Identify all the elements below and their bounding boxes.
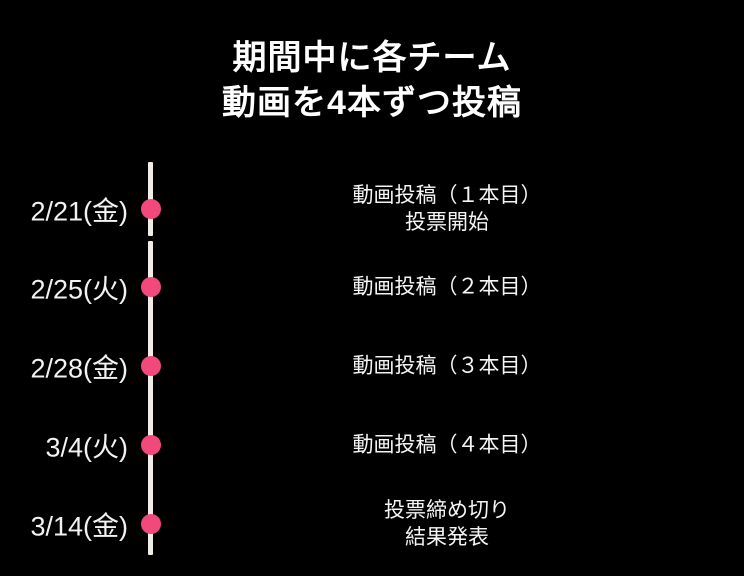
event-description-line2: 結果発表 — [405, 525, 489, 549]
event-marker-dot — [141, 355, 161, 376]
event-marker-dot — [141, 513, 161, 534]
page-title-line1: 期間中に各チーム — [232, 39, 512, 77]
event-description: 投票締め切り 結果発表 — [312, 497, 582, 551]
event-marker-dot — [141, 434, 161, 455]
event-date: 3/14(金) — [30, 511, 128, 541]
page-title: 期間中に各チーム 動画を4本ずつ投稿 — [0, 36, 744, 126]
timeline-line-segment-bottom — [148, 241, 153, 555]
event-date: 3/4(火) — [45, 432, 128, 462]
event-description: 動画投稿（３本目） — [312, 352, 582, 379]
event-description-line2: 投票開始 — [405, 210, 489, 234]
timeline-row: 2/25(火) 動画投稿（２本目） — [0, 247, 744, 326]
timeline-row: 2/21(金) 動画投稿（１本目） 投票開始 — [0, 169, 744, 248]
timeline-row: 2/28(金) 動画投稿（３本目） — [0, 326, 744, 405]
timeline-row: 3/14(金) 投票締め切り 結果発表 — [0, 484, 744, 563]
event-description: 動画投稿（４本目） — [312, 431, 582, 458]
event-description: 動画投稿（１本目） 投票開始 — [312, 182, 582, 236]
page-title-line2: 動画を4本ずつ投稿 — [222, 84, 522, 122]
event-description: 動画投稿（２本目） — [312, 273, 582, 300]
event-date: 2/25(火) — [30, 274, 128, 304]
event-date: 2/21(金) — [30, 196, 128, 226]
timeline-row: 3/4(火) 動画投稿（４本目） — [0, 405, 744, 484]
event-description-line1: 動画投稿（３本目） — [352, 354, 542, 377]
event-description-line1: 動画投稿（４本目） — [352, 433, 542, 456]
event-description-line1: 動画投稿（１本目） — [352, 183, 542, 207]
event-description-line1: 動画投稿（２本目） — [352, 275, 542, 298]
event-marker-dot — [141, 198, 161, 219]
event-description-line1: 投票締め切り — [384, 498, 510, 522]
event-date: 2/28(金) — [30, 353, 128, 383]
event-marker-dot — [141, 276, 161, 297]
